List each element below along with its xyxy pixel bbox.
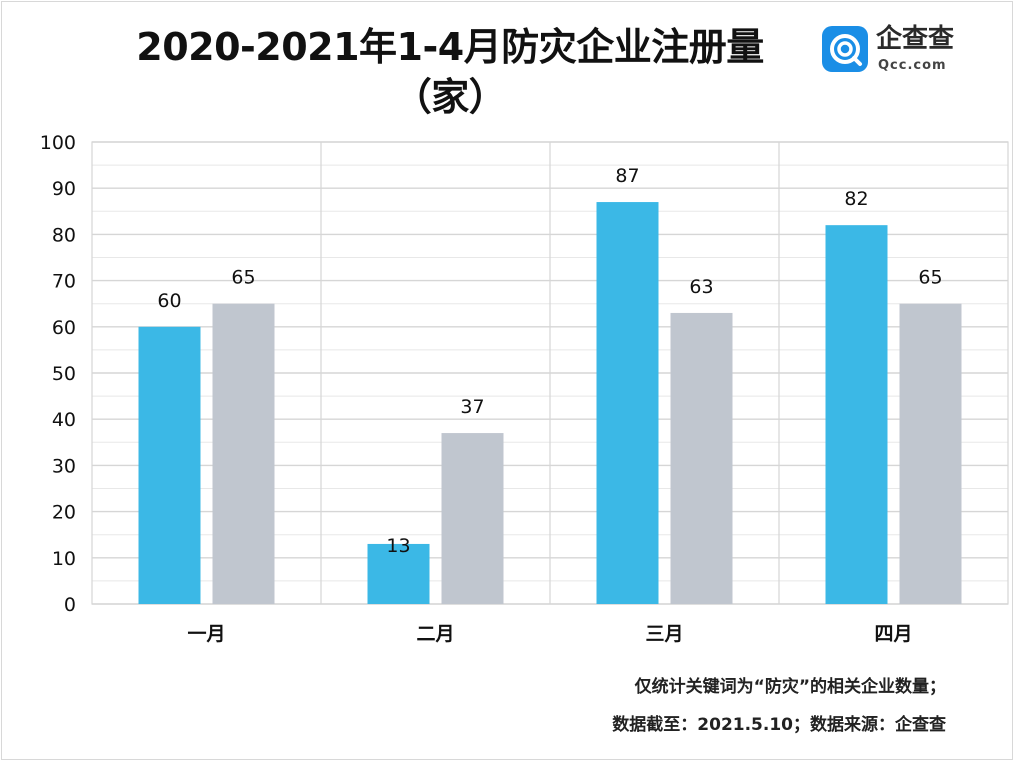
y-tick-label: 10 xyxy=(52,548,76,570)
bars xyxy=(138,202,962,604)
x-tick-label: 四月 xyxy=(874,623,912,645)
x-tick-label: 二月 xyxy=(416,623,454,645)
x-tick-label: 三月 xyxy=(645,623,683,645)
y-tick-label: 90 xyxy=(52,178,76,200)
data-label: 87 xyxy=(615,165,639,187)
data-label: 60 xyxy=(157,290,181,312)
y-tick-label: 80 xyxy=(52,224,76,246)
y-tick-label: 20 xyxy=(52,502,76,524)
qcc-logo-icon xyxy=(822,26,868,72)
data-label: 82 xyxy=(844,188,868,210)
bar-series1 xyxy=(825,225,888,604)
bar-series1 xyxy=(596,202,659,604)
bar-series2 xyxy=(670,312,733,604)
y-axis: 0 10 20 30 40 50 60 70 80 90 100 xyxy=(40,132,76,616)
x-tick-label: 一月 xyxy=(187,623,225,645)
data-label: 63 xyxy=(689,276,713,298)
logo-domain: Qcc.com xyxy=(878,58,947,73)
y-tick-label: 50 xyxy=(52,363,76,385)
y-tick-label: 70 xyxy=(52,271,76,293)
bar-series1 xyxy=(138,326,201,604)
footnote-source: 数据截至：2021.5.10；数据来源：企查查 xyxy=(612,715,946,735)
data-label: 13 xyxy=(386,535,410,557)
bar-series1 xyxy=(367,543,430,604)
data-labels: 60 65 13 37 87 63 82 65 xyxy=(157,165,942,557)
data-label: 65 xyxy=(918,267,942,289)
data-label: 37 xyxy=(460,396,484,418)
y-tick-label: 60 xyxy=(52,317,76,339)
data-label: 65 xyxy=(231,267,255,289)
y-tick-label: 40 xyxy=(52,409,76,431)
y-tick-label: 100 xyxy=(40,132,76,154)
bar-series2 xyxy=(212,303,275,604)
y-tick-label: 0 xyxy=(64,594,76,616)
logo-name: 企查查 xyxy=(876,24,955,54)
brand-logo: 企查查 Qcc.com xyxy=(822,22,972,78)
y-tick-label: 30 xyxy=(52,455,76,477)
footnote-scope: 仅统计关键词为“防灾”的相关企业数量； xyxy=(634,677,946,697)
bar-series2 xyxy=(899,303,962,604)
bar-series2 xyxy=(441,433,504,604)
title-line-2: （家） xyxy=(393,75,507,119)
title-line-1: 2020-2021年1-4月防灾企业注册量 xyxy=(136,25,764,69)
x-axis: 一月 二月 三月 四月 xyxy=(187,623,912,645)
chart-title: 2020-2021年1-4月防灾企业注册量 （家） xyxy=(90,22,810,122)
